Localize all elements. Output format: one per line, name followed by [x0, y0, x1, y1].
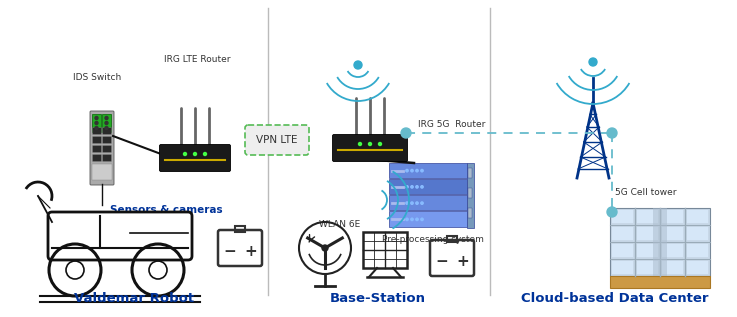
Circle shape	[406, 218, 408, 221]
Bar	[612, 227, 633, 240]
FancyBboxPatch shape	[332, 134, 408, 161]
Circle shape	[589, 58, 597, 66]
Bar	[389, 211, 467, 227]
Circle shape	[406, 186, 408, 188]
FancyBboxPatch shape	[93, 137, 102, 144]
Bar	[637, 244, 658, 257]
Bar	[389, 179, 467, 194]
Circle shape	[421, 186, 423, 188]
Text: IRG LTE Router: IRG LTE Router	[164, 55, 230, 64]
FancyBboxPatch shape	[102, 137, 111, 144]
Circle shape	[421, 218, 423, 221]
Bar	[612, 244, 633, 257]
Bar	[447, 236, 457, 242]
Bar	[389, 163, 467, 178]
Circle shape	[379, 143, 382, 146]
Circle shape	[95, 126, 98, 130]
Bar	[612, 210, 633, 223]
Circle shape	[354, 61, 362, 69]
Text: Cloud-based Data Center: Cloud-based Data Center	[521, 292, 709, 305]
Bar	[468, 208, 472, 217]
Bar	[662, 210, 683, 223]
Circle shape	[95, 117, 98, 120]
FancyBboxPatch shape	[159, 145, 231, 171]
Text: Valdemar Robot: Valdemar Robot	[74, 292, 194, 305]
Text: Pre-processing system: Pre-processing system	[382, 235, 484, 244]
Bar	[662, 244, 683, 257]
Text: Base-Station: Base-Station	[330, 292, 426, 305]
Text: −: −	[436, 254, 448, 268]
FancyBboxPatch shape	[93, 146, 102, 152]
FancyBboxPatch shape	[245, 125, 309, 155]
Bar	[610, 208, 710, 276]
Circle shape	[607, 128, 617, 138]
Circle shape	[406, 169, 408, 172]
Bar	[637, 227, 658, 240]
Text: WLAN 6E: WLAN 6E	[318, 220, 360, 229]
Circle shape	[416, 218, 418, 221]
FancyBboxPatch shape	[92, 164, 112, 180]
Bar	[653, 208, 667, 276]
Circle shape	[416, 186, 418, 188]
Circle shape	[105, 126, 108, 130]
Bar	[687, 261, 708, 274]
Circle shape	[105, 117, 108, 120]
Text: −: −	[223, 243, 237, 258]
Circle shape	[203, 152, 206, 156]
Bar	[687, 210, 708, 223]
Circle shape	[401, 128, 411, 138]
Text: IRG 5G  Router: IRG 5G Router	[418, 120, 486, 129]
Circle shape	[105, 121, 108, 125]
Bar	[468, 187, 472, 197]
Bar	[235, 226, 245, 232]
Circle shape	[421, 169, 423, 172]
Circle shape	[194, 152, 197, 156]
Circle shape	[406, 202, 408, 204]
Circle shape	[421, 202, 423, 204]
Circle shape	[416, 169, 418, 172]
Bar	[468, 167, 472, 178]
Circle shape	[322, 245, 328, 251]
FancyBboxPatch shape	[102, 146, 111, 152]
Bar	[363, 232, 407, 268]
Text: IDS Switch: IDS Switch	[73, 73, 121, 82]
Circle shape	[184, 152, 186, 156]
Circle shape	[95, 121, 98, 125]
FancyBboxPatch shape	[92, 114, 101, 132]
Bar	[662, 261, 683, 274]
FancyBboxPatch shape	[90, 111, 114, 185]
Circle shape	[358, 143, 362, 146]
Circle shape	[607, 207, 617, 217]
Text: +: +	[245, 243, 257, 258]
Circle shape	[416, 202, 418, 204]
FancyBboxPatch shape	[93, 127, 102, 134]
Bar	[389, 195, 467, 210]
FancyBboxPatch shape	[102, 127, 111, 134]
Text: 5G Cell tower: 5G Cell tower	[615, 188, 677, 197]
Circle shape	[368, 143, 371, 146]
Text: Sensors & cameras: Sensors & cameras	[110, 205, 223, 215]
Bar	[687, 227, 708, 240]
FancyBboxPatch shape	[102, 114, 111, 132]
Bar	[467, 163, 474, 228]
Circle shape	[411, 202, 413, 204]
Circle shape	[411, 218, 413, 221]
Text: VPN LTE: VPN LTE	[256, 135, 298, 145]
Bar	[612, 261, 633, 274]
Circle shape	[411, 186, 413, 188]
Bar	[637, 210, 658, 223]
Circle shape	[411, 169, 413, 172]
Bar	[687, 244, 708, 257]
Bar	[610, 276, 710, 288]
FancyBboxPatch shape	[93, 154, 102, 161]
Text: +: +	[457, 254, 469, 268]
Bar	[637, 261, 658, 274]
Bar	[662, 227, 683, 240]
FancyBboxPatch shape	[102, 154, 111, 161]
